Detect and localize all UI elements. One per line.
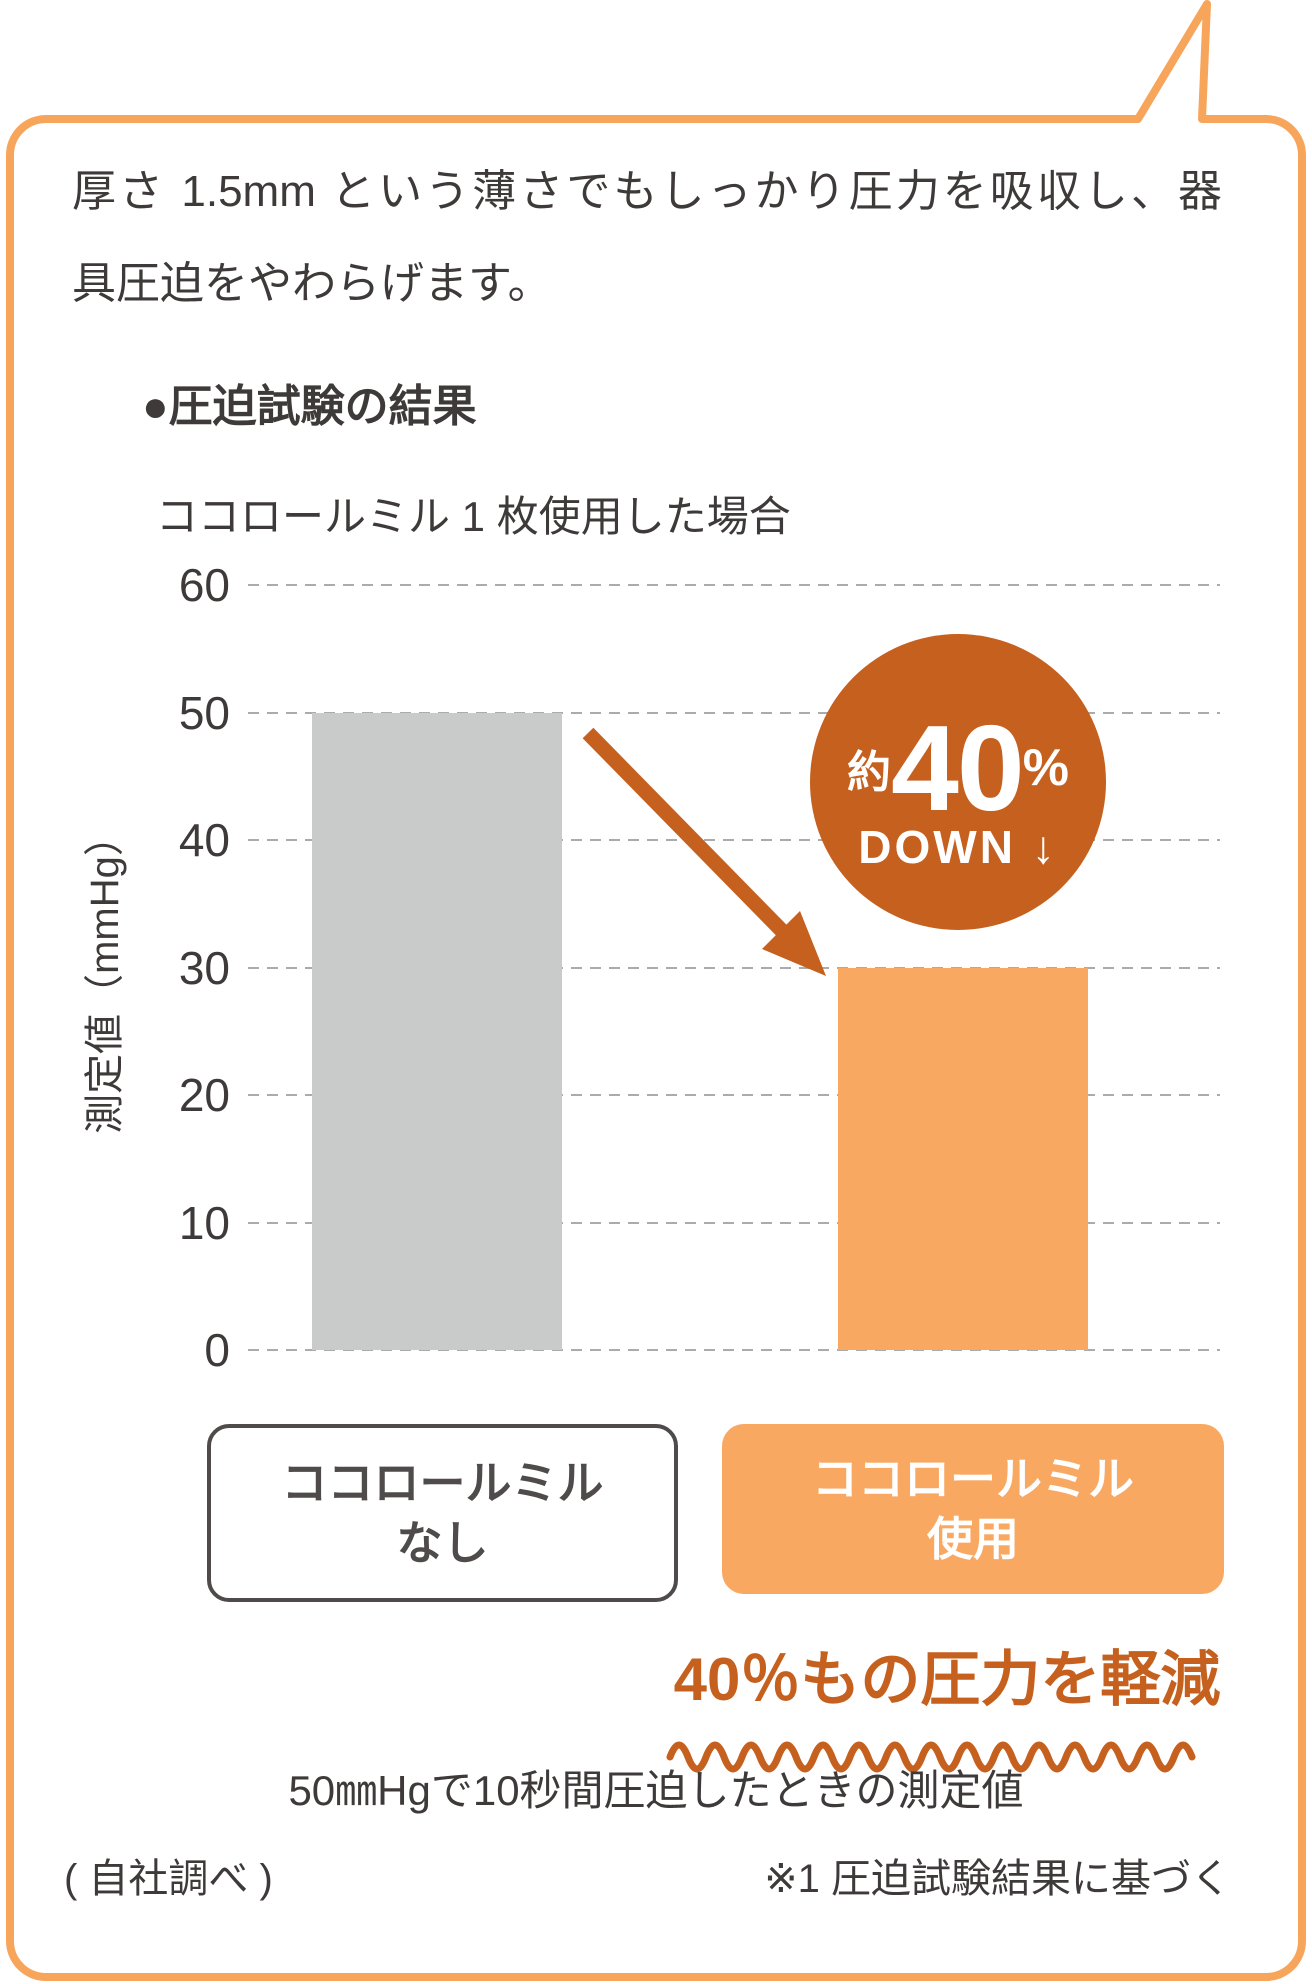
measurement-note: 50㎜Hgで10秒間圧迫したときの測定値 [288,1767,1024,1814]
y-tick-30: 30 [178,941,230,994]
gridline-50 [248,711,1220,714]
category-without-line-1: ココロールミル [281,1457,604,1509]
gridline-20 [248,1094,1220,1096]
bar-without-product [312,712,562,1350]
y-tick-50: 50 [178,686,230,739]
percent-down-badge: 約 40% DOWN ↓ [810,634,1106,930]
badge-percent-sign: % [1022,739,1069,797]
category-with-line-1: ココロールミル [812,1453,1134,1505]
y-tick-20: 20 [178,1069,230,1121]
down-arrow-shaft [582,727,796,945]
category-box-without: ココロールミル なし [207,1424,678,1602]
bar-with-product [838,967,1088,1350]
chart-subtitle: ココロールミル 1 枚使用した場合 [156,493,791,540]
badge-value: 40 [891,700,1025,836]
y-tick-60: 60 [178,559,230,611]
footer-source: ( 自社調べ ) [64,1857,273,1901]
wavy-underline-path [666,1741,1196,1773]
gridline-30 [248,966,1220,969]
badge-prefix: 約 [847,748,892,797]
category-with-line-2: 使用 [927,1513,1019,1565]
highlight-text: 40％もの圧力を軽減 [673,1646,1221,1713]
y-tick-0: 0 [204,1324,230,1376]
gridline-10 [248,1221,1220,1224]
badge-main-row: 約 40% [810,700,1106,836]
footer-reference: ※1 圧迫試験結果に基づく [764,1857,1231,1901]
intro-line-2: 具圧迫をやわらげます。 [72,259,552,308]
intro-line-1: 厚さ 1.5mm という薄さでもしっかり圧力を吸収し、器 [72,167,1222,216]
badge-down-label: DOWN ↓ [858,821,1058,873]
y-tick-10: 10 [178,1196,230,1249]
section-heading: ●圧迫試験の結果 [142,382,477,431]
gridline-60 [248,584,1220,586]
gridline-0 [248,1349,1220,1351]
intro-paragraph: 厚さ 1.5mm という薄さでもしっかり圧力を吸収し、器 具圧迫をやわらげます。 [72,146,1222,330]
category-without-line-2: なし [396,1517,489,1569]
category-box-with: ココロールミル 使用 [722,1424,1224,1594]
y-tick-40: 40 [178,814,230,866]
